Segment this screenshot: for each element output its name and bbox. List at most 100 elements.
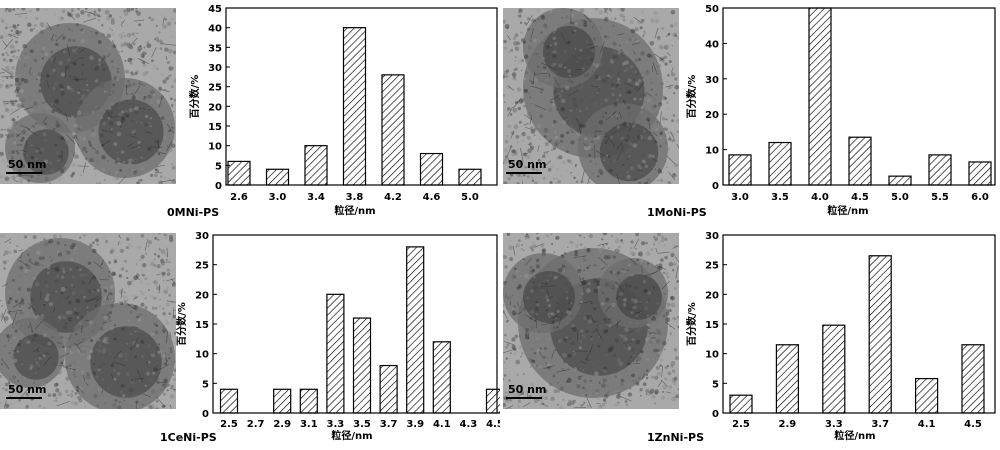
x-tick-label: 4.5 (851, 192, 869, 203)
x-tick-label: 5.0 (461, 192, 479, 203)
bar (352, 317, 372, 414)
tem-micrograph-1ceni (0, 233, 176, 409)
y-tick-label: 10 (705, 350, 719, 361)
y-tick-label: 35 (208, 43, 222, 54)
y-tick-label: 5 (215, 161, 222, 172)
x-tick-label: 4.2 (384, 192, 402, 203)
tem-image (0, 233, 176, 409)
sample-label: 1MoNi-PS (647, 206, 707, 219)
x-tick-label: 3.3 (327, 419, 345, 430)
bar (485, 388, 500, 414)
x-tick-label: 3.9 (406, 419, 424, 430)
bar (265, 168, 290, 186)
x-tick-label: 4.1 (433, 419, 451, 430)
y-tick-label: 0 (712, 409, 719, 420)
panel-1znni-ps: 50 nm 1ZnNi-PS 0 5 10 15 20 25 30 2.5 2.9 3.3 3.7 4… (500, 225, 1000, 450)
panel-1moni-ps: 50 nm 1MoNi-PS 0 10 20 30 40 50 3.0 3.5 4.0 4.5 5.… (500, 0, 1000, 225)
y-tick-label: 0 (215, 181, 222, 192)
y-tick-label: 15 (195, 320, 209, 331)
x-tick-label: 2.9 (273, 419, 291, 430)
x-tick-label: 4.5 (964, 419, 982, 430)
x-tick-label: 3.7 (871, 419, 889, 430)
bar (888, 175, 912, 186)
x-tick-label: 3.8 (346, 192, 364, 203)
sample-label: 0MNi-PS (167, 206, 220, 219)
y-tick-label: 25 (208, 83, 222, 94)
bar (961, 344, 985, 414)
x-tick-label: 4.6 (423, 192, 441, 203)
y-tick-label: 25 (195, 261, 209, 272)
bar (968, 161, 992, 186)
bar (381, 74, 405, 186)
bar (868, 255, 892, 414)
x-axis-label: 粒径/nm (331, 429, 372, 442)
sample-label: 1ZnNi-PS (647, 431, 704, 444)
x-axis-label: 粒径/nm (334, 204, 375, 217)
x-tick-label: 2.5 (220, 419, 238, 430)
y-axis-label: 百分数/% (175, 302, 188, 346)
y-tick-label: 10 (705, 146, 719, 157)
x-tick-label: 3.4 (307, 192, 325, 203)
scale-bar-line (6, 397, 42, 399)
panel-1ceni-ps: 50 nm 1CeNi-PS 0 5 10 15 20 25 30 2.5 2.7 2.9 3.1 3… (0, 225, 500, 450)
x-tick-label: 4.0 (811, 192, 829, 203)
bar (273, 388, 292, 414)
y-tick-label: 10 (195, 350, 209, 361)
y-tick-label: 50 (705, 4, 719, 15)
bar (822, 324, 846, 414)
histogram-chart-1znni: 0 5 10 15 20 25 30 2.5 2.9 3.3 3.7 4.1 4.5 粒径/nm 百分数/% (685, 231, 996, 442)
bar (406, 246, 425, 414)
bar (915, 377, 939, 414)
y-axis-label: 百分数/% (685, 302, 698, 346)
bar (729, 394, 753, 414)
bar (775, 344, 799, 414)
x-tick-label: 4.5 (486, 419, 500, 430)
x-tick-label: 2.9 (779, 419, 797, 430)
bar (342, 27, 367, 186)
bar (299, 388, 318, 414)
x-tick-label: 3.0 (269, 192, 287, 203)
x-tick-label: 2.7 (247, 419, 265, 430)
scale-bar-line (6, 172, 42, 174)
x-tick-label: 5.5 (931, 192, 949, 203)
scale-bar-label: 50 nm (508, 158, 547, 171)
bar (219, 388, 239, 414)
scale-bar-label: 50 nm (8, 383, 47, 396)
tem-micrograph-0mni (0, 8, 176, 184)
y-tick-label: 25 (705, 261, 719, 272)
bar (808, 7, 832, 186)
y-tick-label: 0 (712, 181, 719, 192)
x-axis-label: 粒径/nm (827, 204, 868, 217)
y-tick-label: 30 (705, 231, 719, 242)
tem-micrograph-1moni (503, 8, 679, 184)
y-tick-label: 0 (202, 409, 209, 420)
x-axis-label: 粒径/nm (834, 429, 875, 442)
histogram-chart-1moni: 0 10 20 30 40 50 3.0 3.5 4.0 4.5 5.0 5.5 6.0 粒径/nm 百分数… (685, 4, 996, 217)
x-tick-label: 6.0 (971, 192, 989, 203)
bar (928, 154, 952, 186)
bar (768, 141, 792, 186)
tem-micrograph-1znni (503, 233, 679, 409)
x-tick-label: 3.7 (380, 419, 398, 430)
scale-bar-label: 50 nm (508, 383, 547, 396)
x-tick-label: 4.1 (918, 419, 936, 430)
bar (304, 145, 328, 186)
y-tick-label: 30 (705, 75, 719, 86)
scale-bar-line (506, 172, 542, 174)
bar (419, 152, 444, 186)
bar (458, 168, 482, 186)
y-tick-label: 20 (705, 290, 719, 301)
panel-0mni-ps: 50 nm 0MNi-PS 0 5 10 15 20 25 30 35 40 45 2.6 3.0 3.… (0, 0, 500, 225)
y-tick-label: 45 (208, 4, 222, 15)
y-tick-label: 15 (705, 320, 719, 331)
bar (379, 364, 398, 414)
x-tick-label: 3.0 (731, 192, 749, 203)
plot-frame (722, 234, 996, 414)
x-tick-label: 4.3 (460, 419, 478, 430)
x-tick-label: 3.5 (353, 419, 371, 430)
tem-image (0, 8, 176, 184)
y-axis-label: 百分数/% (188, 75, 201, 119)
y-tick-label: 40 (208, 24, 222, 35)
bar (432, 341, 451, 414)
bar (326, 293, 345, 414)
